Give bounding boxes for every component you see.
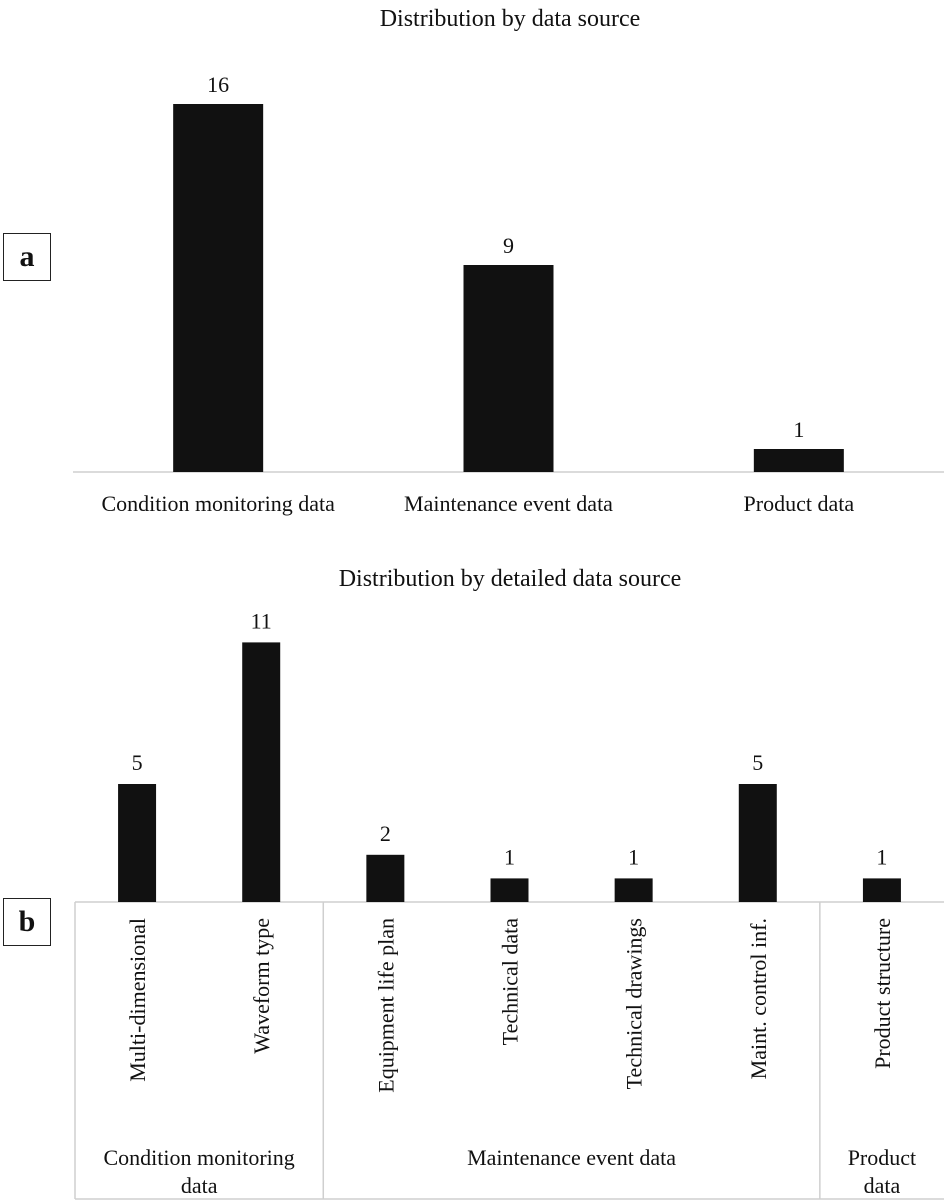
- chart-a-tick-label: Condition monitoring data: [101, 491, 335, 516]
- chart-b-data-label: 2: [380, 821, 391, 846]
- chart-b-bar: [242, 642, 281, 902]
- chart-b-data-label: 1: [628, 844, 639, 869]
- chart-b-group-label: Product: [848, 1145, 916, 1170]
- chart-a-bars: 16 Condition monitoring data 9 Maintenance …: [73, 72, 944, 516]
- chart-b-bar: [862, 878, 901, 902]
- chart-b-tick-label: Waveform type: [249, 918, 274, 1054]
- chart-b-bar: [366, 854, 405, 902]
- chart-b-data-label: 5: [132, 750, 143, 775]
- chart-a-data-label: 1: [793, 417, 804, 442]
- chart-b-tick-label: Technical drawings: [622, 918, 647, 1089]
- chart-b-bar: [614, 878, 653, 902]
- chart-a-bar: [753, 449, 844, 472]
- chart-b-tick-label: Product structure: [870, 918, 895, 1069]
- chart-a-tick-label: Product data: [744, 491, 855, 516]
- chart-b-tick-label: Multi-dimensional: [125, 918, 150, 1082]
- chart-a-title: Distribution by data source: [380, 6, 641, 32]
- chart-a-data-label: 16: [207, 72, 229, 97]
- chart-a-data-label: 9: [503, 233, 514, 258]
- chart-b-data-label: 1: [876, 844, 887, 869]
- chart-b-tick-label: Maint. control inf.: [746, 918, 771, 1079]
- chart-a-bar: [463, 265, 554, 472]
- chart-b-bar: [738, 784, 777, 902]
- chart-b-data-label: 11: [251, 608, 272, 633]
- chart-b-tick-label: Equipment life plan: [373, 918, 398, 1093]
- chart-a-tick-label: Maintenance event data: [404, 491, 613, 516]
- chart-b-group-label: Condition monitoring: [103, 1145, 294, 1170]
- chart-b-tick-label: Technical data: [498, 918, 523, 1046]
- chart-b-group-label: data: [864, 1173, 901, 1198]
- panel-label-b: b: [3, 898, 51, 946]
- chart-a-bar: [173, 104, 264, 472]
- panel-label-a: a: [3, 233, 51, 281]
- chart-b-data-label: 1: [504, 844, 515, 869]
- chart-b-group-label: data: [181, 1173, 218, 1198]
- chart-b-data-label: 5: [752, 750, 763, 775]
- chart-b-group-label: Maintenance event data: [467, 1145, 676, 1170]
- chart-b-bar: [490, 878, 529, 902]
- chart-b-bar: [118, 784, 157, 902]
- chart-b-title: Distribution by detailed data source: [339, 566, 682, 592]
